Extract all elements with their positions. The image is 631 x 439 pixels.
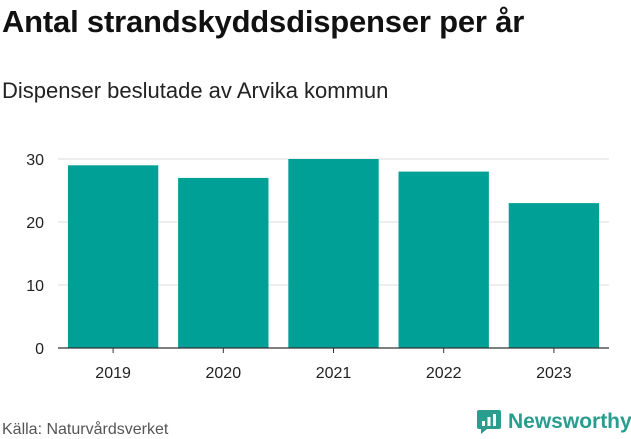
y-tick-label: 20 [26, 215, 44, 232]
x-tick-label: 2019 [95, 365, 131, 382]
y-ticks: 0 10 20 30 [26, 152, 44, 358]
bar-2021 [288, 159, 379, 348]
chart-subtitle: Dispenser beslutade av Arvika kommun [2, 78, 389, 103]
source-note: Källa: Naturvårdsverket [2, 421, 169, 438]
brand-name: Newsworthy [508, 410, 631, 433]
x-tick-label: 2023 [536, 365, 572, 382]
x-tick-label: 2022 [426, 365, 462, 382]
bar-2019 [67, 165, 159, 348]
x-tick-label: 2021 [316, 365, 352, 382]
y-tick-label: 10 [26, 278, 44, 295]
newsworthy-logo-icon [477, 410, 501, 434]
x-tick-label: 2020 [206, 365, 242, 382]
y-tick-label: 30 [26, 152, 44, 169]
y-tick-label: 0 [35, 341, 44, 358]
bar-chart: 2019 2020 2021 2022 2023 0 10 20 30 [26, 152, 609, 382]
brand-logo: Newsworthy [476, 407, 631, 437]
bar-2022 [398, 171, 489, 348]
bar-2020 [178, 177, 269, 348]
bars [67, 159, 600, 348]
chart-title: Antal strandskyddsdispenser per år [2, 4, 525, 39]
x-ticks: 2019 2020 2021 2022 2023 [95, 348, 572, 382]
bar-2023 [508, 203, 600, 348]
